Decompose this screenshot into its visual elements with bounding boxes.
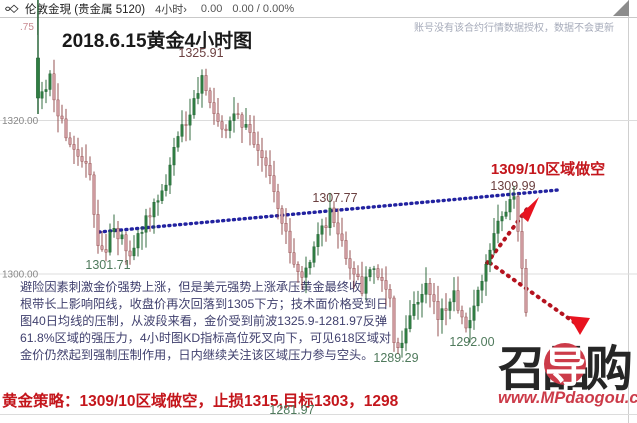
svg-text:1281.97: 1281.97 xyxy=(269,403,314,417)
svg-text:1292.00: 1292.00 xyxy=(449,335,494,349)
svg-text:1309.99: 1309.99 xyxy=(490,179,535,193)
svg-text:1320.00: 1320.00 xyxy=(2,116,39,127)
svg-text:www.MPdaogou.com: www.MPdaogou.com xyxy=(498,389,637,407)
svg-text:1325.91: 1325.91 xyxy=(178,46,223,60)
svg-text:61.8%区域的强压力，4小时图KD指标高位死叉向下，可见6: 61.8%区域的强压力，4小时图KD指标高位死叉向下，可见618区域对 xyxy=(20,330,391,345)
svg-text:1309/10区域做空: 1309/10区域做空 xyxy=(491,160,605,178)
svg-text:图40日均线的压制，从波段来看，金价受到前波1325.9-1: 图40日均线的压制，从波段来看，金价受到前波1325.9-1281.97反弹 xyxy=(20,313,387,328)
svg-text:1301.71: 1301.71 xyxy=(85,258,130,272)
svg-text:1300.00: 1300.00 xyxy=(2,270,39,281)
svg-text:根带长上影响阳线，收盘价再次回落到1305下方；技术面价格受: 根带长上影响阳线，收盘价再次回落到1305下方；技术面价格受到日 xyxy=(20,296,388,311)
svg-text:导: 导 xyxy=(545,344,586,391)
svg-text:黄金策略：1309/10区域做空，止损1315,目标1303: 黄金策略：1309/10区域做空，止损1315,目标1303，1298 xyxy=(2,391,399,410)
svg-text:1289.29: 1289.29 xyxy=(373,351,418,365)
svg-text:1307.77: 1307.77 xyxy=(312,191,357,205)
svg-text:金价仍然起到强制压制作用，日内继续关注该区域压力参与空头。: 金价仍然起到强制压制作用，日内继续关注该区域压力参与空头。 xyxy=(20,347,373,362)
svg-text:避险因素刺激金价强势上涨，但是美元强势上涨承压黄金最终收: 避险因素刺激金价强势上涨，但是美元强势上涨承压黄金最终收 xyxy=(20,279,361,294)
